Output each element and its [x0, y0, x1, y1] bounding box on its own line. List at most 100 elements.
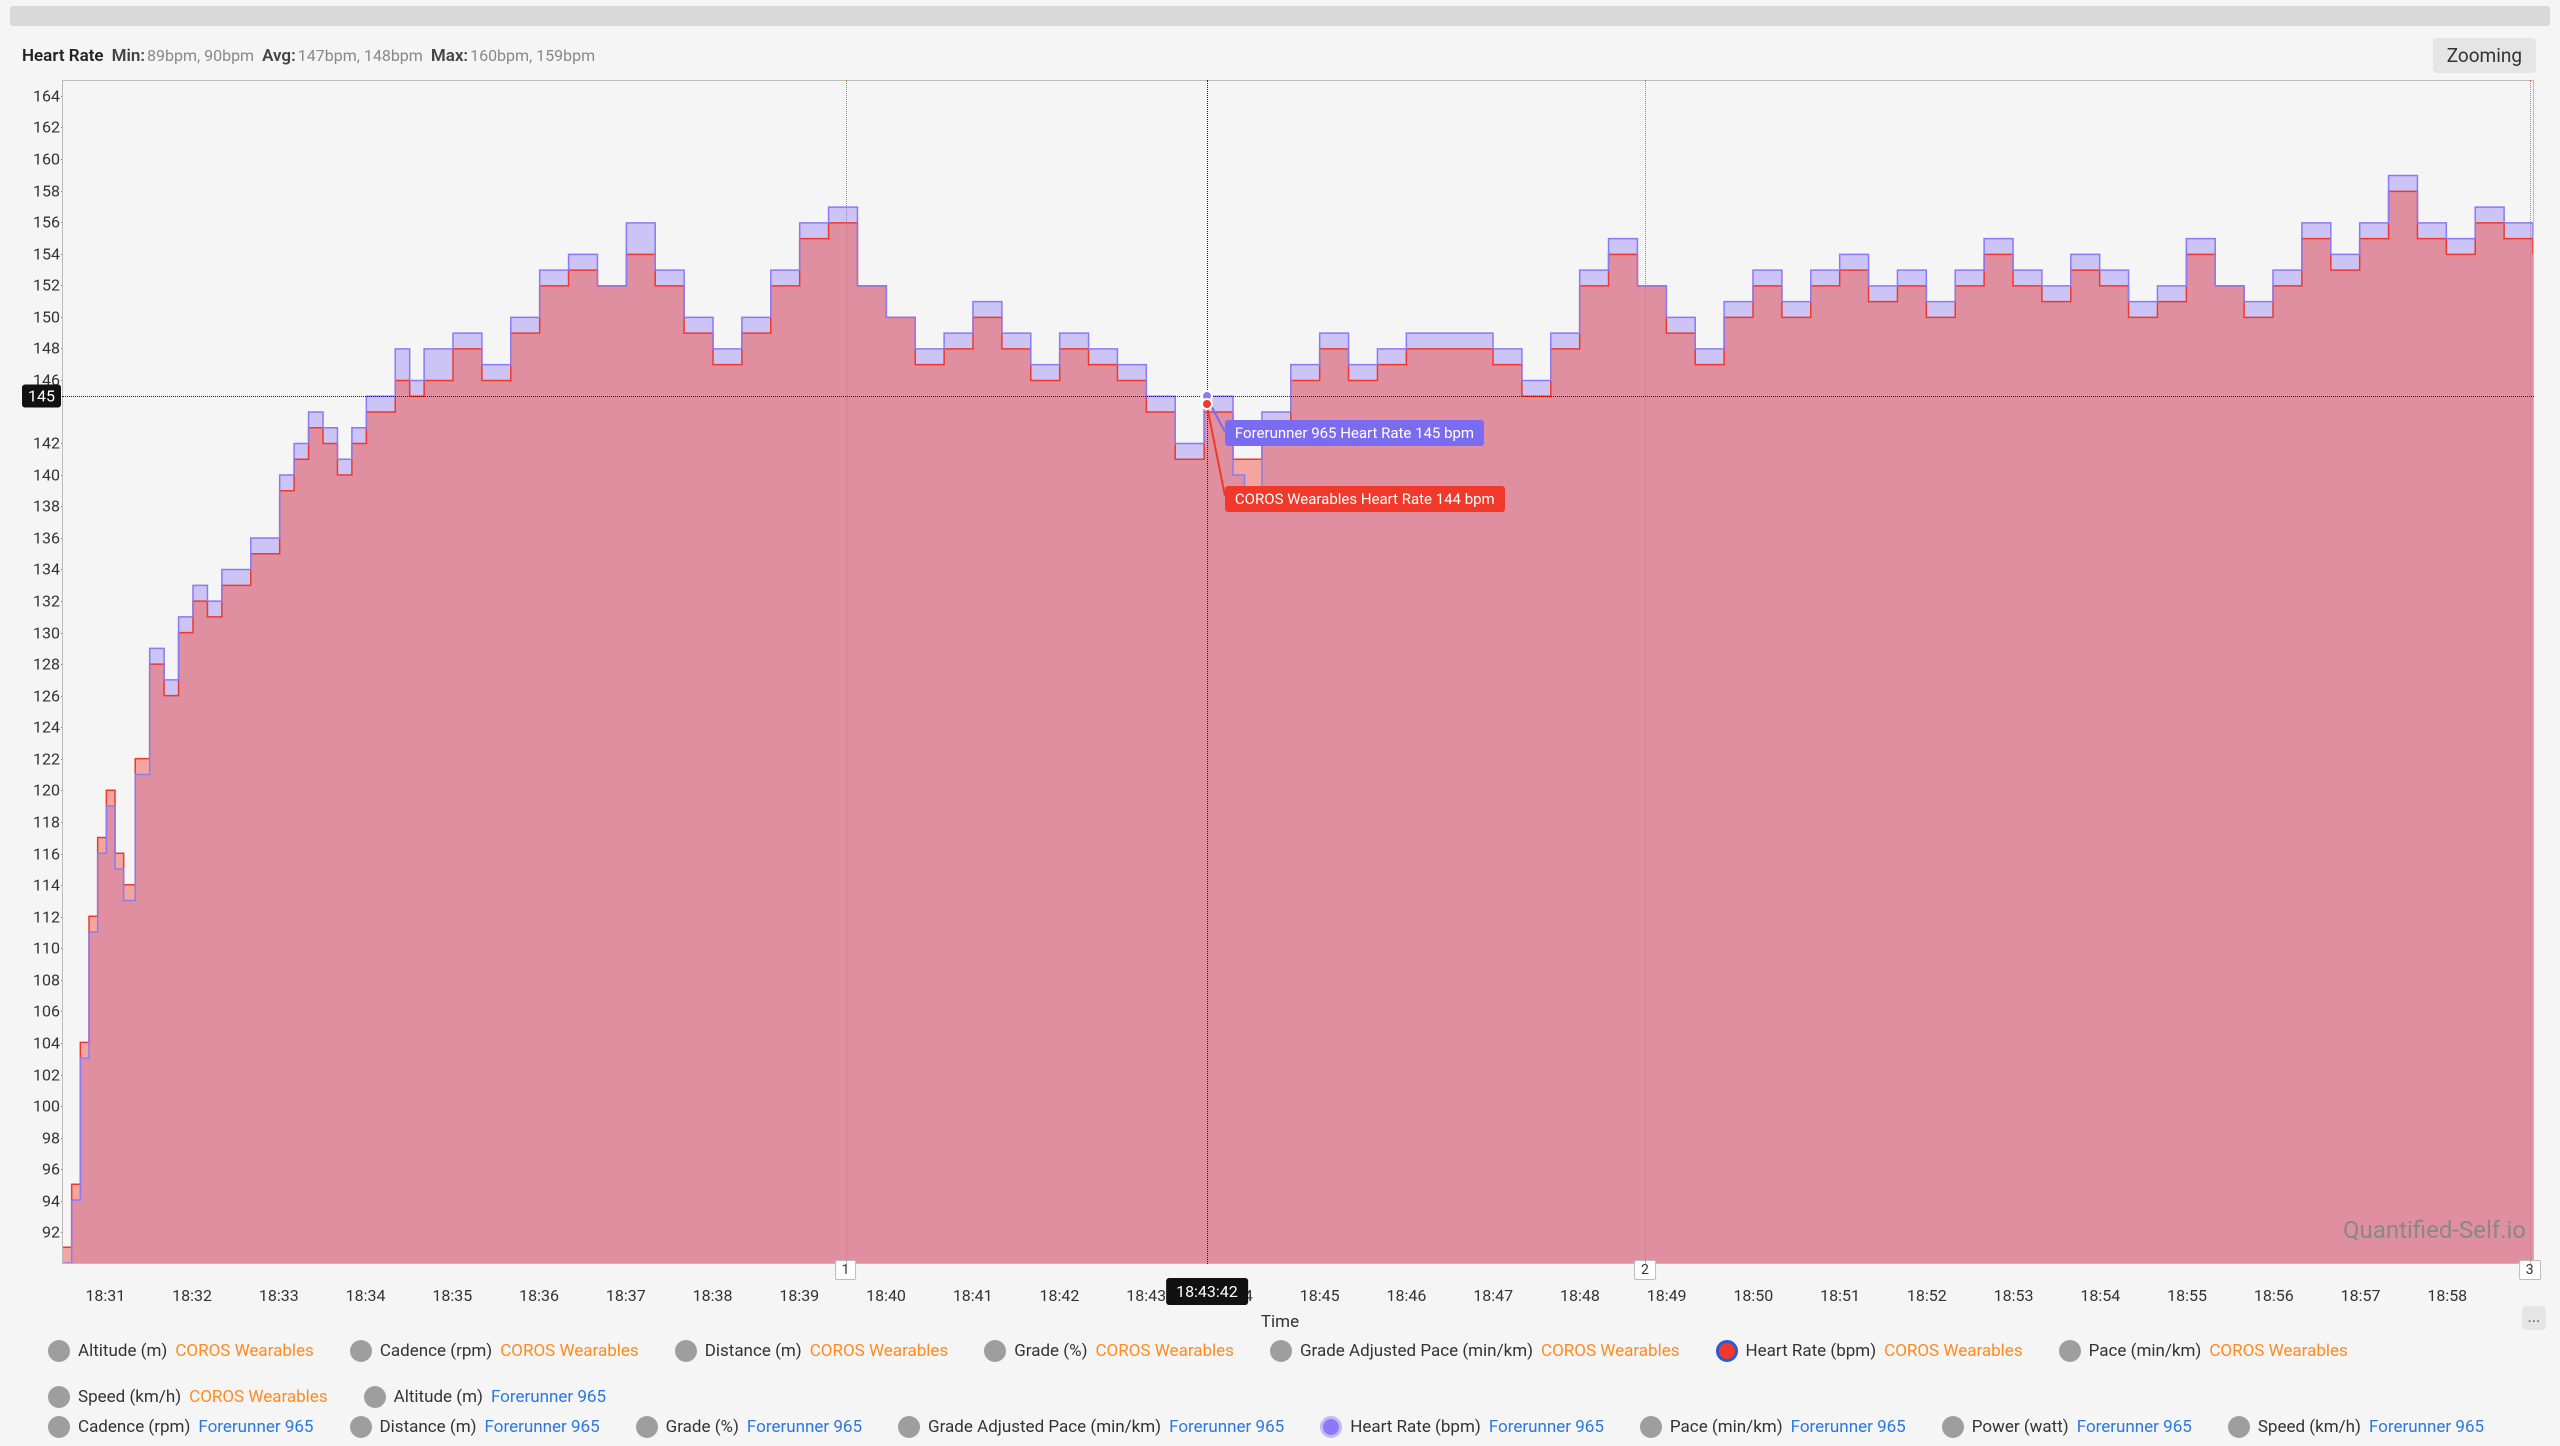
legend-metric-label: Power (watt) — [1972, 1417, 2069, 1437]
legend-item[interactable]: Heart Rate (bpm) COROS Wearables — [1716, 1340, 2023, 1362]
legend-item[interactable]: Grade (%) Forerunner 965 — [636, 1416, 862, 1438]
x-tick-label: 18:52 — [1907, 1286, 1947, 1305]
x-tick-label: 18:45 — [1300, 1286, 1340, 1305]
legend-metric-label: Speed (km/h) — [2258, 1417, 2361, 1437]
legend: Altitude (m) COROS WearablesCadence (rpm… — [48, 1340, 2512, 1446]
x-tick-label: 18:50 — [1733, 1286, 1773, 1305]
y-tick-label: 124 — [26, 718, 60, 737]
x-tick-label: 18:51 — [1820, 1286, 1860, 1305]
legend-item[interactable]: Altitude (m) Forerunner 965 — [364, 1386, 606, 1408]
legend-device-label: COROS Wearables — [1541, 1341, 1679, 1361]
legend-item[interactable]: Distance (m) COROS Wearables — [675, 1340, 949, 1362]
hover-y-line — [62, 396, 2534, 397]
x-axis-title: Time — [1261, 1312, 1299, 1332]
y-tick-label: 116 — [26, 844, 60, 863]
legend-dot-icon — [350, 1416, 372, 1438]
legend-device-label: COROS Wearables — [1095, 1341, 1233, 1361]
legend-metric-label: Grade (%) — [666, 1417, 739, 1437]
y-tick-label: 160 — [26, 149, 60, 168]
legend-metric-label: Grade Adjusted Pace (min/km) — [1300, 1341, 1533, 1361]
legend-metric-label: Pace (min/km) — [2089, 1341, 2202, 1361]
y-tick-label: 102 — [26, 1065, 60, 1084]
legend-metric-label: Cadence (rpm) — [78, 1417, 190, 1437]
legend-item[interactable]: Grade Adjusted Pace (min/km) Forerunner … — [898, 1416, 1284, 1438]
legend-item[interactable]: Speed (km/h) Forerunner 965 — [2228, 1416, 2484, 1438]
x-tick-label: 18:35 — [432, 1286, 472, 1305]
y-tick-label: 108 — [26, 970, 60, 989]
legend-dot-icon — [2228, 1416, 2250, 1438]
legend-item[interactable]: Power (watt) Forerunner 965 — [1942, 1416, 2192, 1438]
y-tick-label: 96 — [26, 1160, 60, 1179]
y-tick-label: 150 — [26, 307, 60, 326]
chart-plot-area[interactable] — [62, 80, 2534, 1264]
legend-metric-label: Altitude (m) — [78, 1341, 167, 1361]
lap-marker-line — [846, 80, 847, 1264]
x-tick-label: 18:37 — [606, 1286, 646, 1305]
y-tick-label: 128 — [26, 655, 60, 674]
hover-x-line — [1207, 80, 1208, 1264]
legend-device-label: Forerunner 965 — [1489, 1417, 1604, 1437]
y-tick-label: 120 — [26, 781, 60, 800]
legend-metric-label: Heart Rate (bpm) — [1350, 1417, 1481, 1437]
legend-device-label: Forerunner 965 — [747, 1417, 862, 1437]
legend-item[interactable]: Cadence (rpm) COROS Wearables — [350, 1340, 639, 1362]
legend-item[interactable]: Grade Adjusted Pace (min/km) COROS Weara… — [1270, 1340, 1680, 1362]
legend-metric-label: Distance (m) — [380, 1417, 477, 1437]
legend-dot-icon — [898, 1416, 920, 1438]
y-tick-label: 162 — [26, 118, 60, 137]
hover-x-time-badge: 18:43:42 — [1166, 1278, 1248, 1305]
x-tick-label: 18:49 — [1647, 1286, 1687, 1305]
legend-device-label: Forerunner 965 — [2077, 1417, 2192, 1437]
x-tick-label: 18:36 — [519, 1286, 559, 1305]
legend-device-label: Forerunner 965 — [485, 1417, 600, 1437]
y-tick-label: 122 — [26, 749, 60, 768]
y-tick-label: 134 — [26, 560, 60, 579]
x-tick-label: 18:32 — [172, 1286, 212, 1305]
x-tick-label: 18:47 — [1473, 1286, 1513, 1305]
lap-marker-line — [1645, 80, 1646, 1264]
x-axis: 18:3118:3218:3318:3418:3518:3618:3718:38… — [62, 1286, 2534, 1306]
y-tick-label: 126 — [26, 686, 60, 705]
legend-dot-icon — [636, 1416, 658, 1438]
legend-item[interactable]: Grade (%) COROS Wearables — [984, 1340, 1234, 1362]
legend-item[interactable]: Pace (min/km) COROS Wearables — [2059, 1340, 2348, 1362]
y-tick-label: 130 — [26, 623, 60, 642]
legend-device-label: Forerunner 965 — [1169, 1417, 1284, 1437]
tooltip-forerunner: Forerunner 965 Heart Rate 145 bpm — [1225, 420, 1484, 446]
y-tick-label: 132 — [26, 591, 60, 610]
y-tick-label: 98 — [26, 1128, 60, 1147]
x-tick-label: 18:34 — [346, 1286, 386, 1305]
legend-item[interactable]: Pace (min/km) Forerunner 965 — [1640, 1416, 1906, 1438]
y-tick-label: 156 — [26, 213, 60, 232]
legend-device-label: COROS Wearables — [2209, 1341, 2347, 1361]
stat-avg: Avg:147bpm, 148bpm — [262, 46, 423, 66]
y-tick-label: 164 — [26, 86, 60, 105]
legend-item[interactable]: Speed (km/h) COROS Wearables — [48, 1386, 328, 1408]
x-tick-label: 18:48 — [1560, 1286, 1600, 1305]
y-tick-label: 136 — [26, 528, 60, 547]
legend-dot-icon — [48, 1416, 70, 1438]
y-tick-label: 110 — [26, 939, 60, 958]
hover-y-value-badge: 145 — [22, 384, 61, 407]
x-tick-label: 18:38 — [693, 1286, 733, 1305]
legend-device-label: Forerunner 965 — [2369, 1417, 2484, 1437]
legend-device-label: COROS Wearables — [189, 1387, 327, 1407]
legend-device-label: COROS Wearables — [500, 1341, 638, 1361]
legend-metric-label: Altitude (m) — [394, 1387, 483, 1407]
chart-menu-button[interactable]: ... — [2522, 1306, 2546, 1330]
zoom-mode-button[interactable]: Zooming — [2433, 38, 2536, 73]
legend-item[interactable]: Heart Rate (bpm) Forerunner 965 — [1320, 1416, 1604, 1438]
legend-device-label: Forerunner 965 — [198, 1417, 313, 1437]
legend-device-label: COROS Wearables — [1884, 1341, 2022, 1361]
legend-item[interactable]: Altitude (m) COROS Wearables — [48, 1340, 314, 1362]
legend-dot-icon — [48, 1386, 70, 1408]
y-tick-label: 142 — [26, 434, 60, 453]
y-tick-label: 94 — [26, 1191, 60, 1210]
legend-dot-icon — [2059, 1340, 2081, 1362]
x-tick-label: 18:46 — [1386, 1286, 1426, 1305]
legend-item[interactable]: Cadence (rpm) Forerunner 965 — [48, 1416, 314, 1438]
stat-max: Max:160bpm, 159bpm — [431, 46, 595, 66]
legend-item[interactable]: Distance (m) Forerunner 965 — [350, 1416, 600, 1438]
top-scrollbar[interactable] — [10, 6, 2550, 26]
x-tick-label: 18:56 — [2254, 1286, 2294, 1305]
